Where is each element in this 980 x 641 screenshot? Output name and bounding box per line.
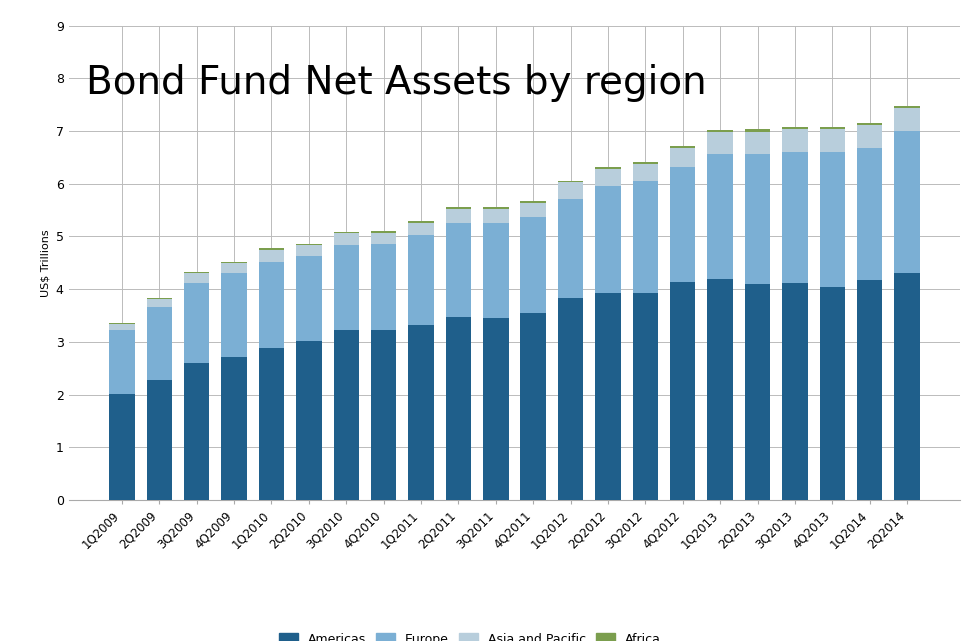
- Bar: [670, 148, 696, 167]
- Bar: [782, 283, 808, 500]
- Bar: [858, 125, 882, 149]
- Bar: [745, 154, 770, 284]
- Bar: [221, 262, 247, 263]
- Bar: [595, 169, 620, 186]
- Bar: [895, 108, 920, 131]
- Bar: [520, 313, 546, 500]
- Bar: [819, 129, 845, 152]
- Bar: [259, 347, 284, 500]
- Bar: [483, 318, 509, 500]
- Bar: [370, 244, 396, 330]
- Bar: [370, 233, 396, 244]
- Bar: [333, 245, 359, 330]
- Bar: [670, 167, 696, 282]
- Bar: [708, 279, 733, 500]
- Bar: [409, 221, 434, 223]
- Bar: [259, 248, 284, 249]
- Bar: [446, 208, 471, 223]
- Bar: [745, 129, 770, 131]
- Bar: [483, 223, 509, 318]
- Bar: [520, 203, 546, 217]
- Bar: [633, 293, 659, 500]
- Bar: [558, 199, 583, 298]
- Bar: [558, 298, 583, 500]
- Bar: [633, 181, 659, 293]
- Bar: [184, 273, 210, 283]
- Bar: [147, 380, 172, 500]
- Bar: [296, 342, 321, 500]
- Bar: [259, 262, 284, 347]
- Bar: [745, 284, 770, 500]
- Bar: [446, 207, 471, 208]
- Bar: [409, 223, 434, 235]
- Bar: [184, 272, 210, 273]
- Bar: [708, 154, 733, 279]
- Bar: [370, 330, 396, 500]
- Bar: [633, 162, 659, 163]
- Bar: [858, 149, 882, 280]
- Bar: [558, 181, 583, 182]
- Bar: [296, 244, 321, 246]
- Bar: [782, 152, 808, 283]
- Bar: [745, 131, 770, 154]
- Y-axis label: US$ Trillions: US$ Trillions: [40, 229, 50, 297]
- Bar: [409, 235, 434, 325]
- Bar: [184, 363, 210, 500]
- Bar: [782, 129, 808, 152]
- Bar: [333, 231, 359, 233]
- Bar: [109, 324, 134, 329]
- Bar: [296, 256, 321, 342]
- Bar: [147, 298, 172, 299]
- Bar: [633, 163, 659, 181]
- Bar: [895, 106, 920, 108]
- Bar: [296, 246, 321, 256]
- Bar: [708, 132, 733, 154]
- Bar: [858, 280, 882, 500]
- Bar: [895, 273, 920, 500]
- Bar: [708, 130, 733, 132]
- Bar: [782, 128, 808, 129]
- Bar: [221, 356, 247, 500]
- Bar: [259, 249, 284, 262]
- Legend: Americas, Europe, Asia and Pacific, Africa: Americas, Europe, Asia and Pacific, Afri…: [279, 633, 661, 641]
- Text: Bond Fund Net Assets by region: Bond Fund Net Assets by region: [86, 63, 707, 101]
- Bar: [109, 394, 134, 500]
- Bar: [595, 186, 620, 294]
- Bar: [483, 208, 509, 223]
- Bar: [147, 306, 172, 380]
- Bar: [520, 201, 546, 203]
- Bar: [221, 263, 247, 273]
- Bar: [409, 325, 434, 500]
- Bar: [221, 273, 247, 356]
- Bar: [184, 283, 210, 363]
- Bar: [670, 282, 696, 500]
- Bar: [333, 233, 359, 245]
- Bar: [895, 131, 920, 273]
- Bar: [333, 330, 359, 500]
- Bar: [858, 123, 882, 125]
- Bar: [558, 182, 583, 199]
- Bar: [147, 299, 172, 306]
- Bar: [483, 207, 509, 208]
- Bar: [446, 317, 471, 500]
- Bar: [819, 128, 845, 129]
- Bar: [819, 287, 845, 500]
- Bar: [595, 167, 620, 169]
- Bar: [819, 152, 845, 287]
- Bar: [670, 146, 696, 148]
- Bar: [595, 294, 620, 500]
- Bar: [109, 329, 134, 394]
- Bar: [520, 217, 546, 313]
- Bar: [446, 223, 471, 317]
- Bar: [370, 231, 396, 233]
